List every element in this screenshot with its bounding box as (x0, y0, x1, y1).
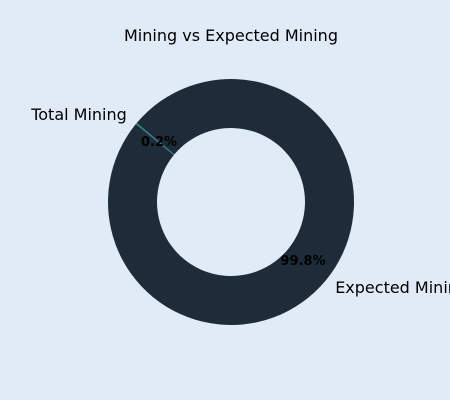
chart-title: Mining vs Expected Mining (124, 26, 338, 45)
donut-slice-total-mining (135, 122, 175, 156)
slice-percent-total-mining: 0.2% (141, 135, 177, 150)
donut-labels: Total Mining 0.2% Expected Mining 99.8% (30, 105, 450, 297)
slice-label-total-mining: Total Mining (30, 105, 127, 124)
slice-percent-expected-mining: 99.8% (280, 254, 325, 269)
donut-slices (107, 79, 354, 326)
donut-slice-expected-mining (107, 79, 354, 326)
slice-label-expected-mining: Expected Mining (335, 278, 450, 297)
